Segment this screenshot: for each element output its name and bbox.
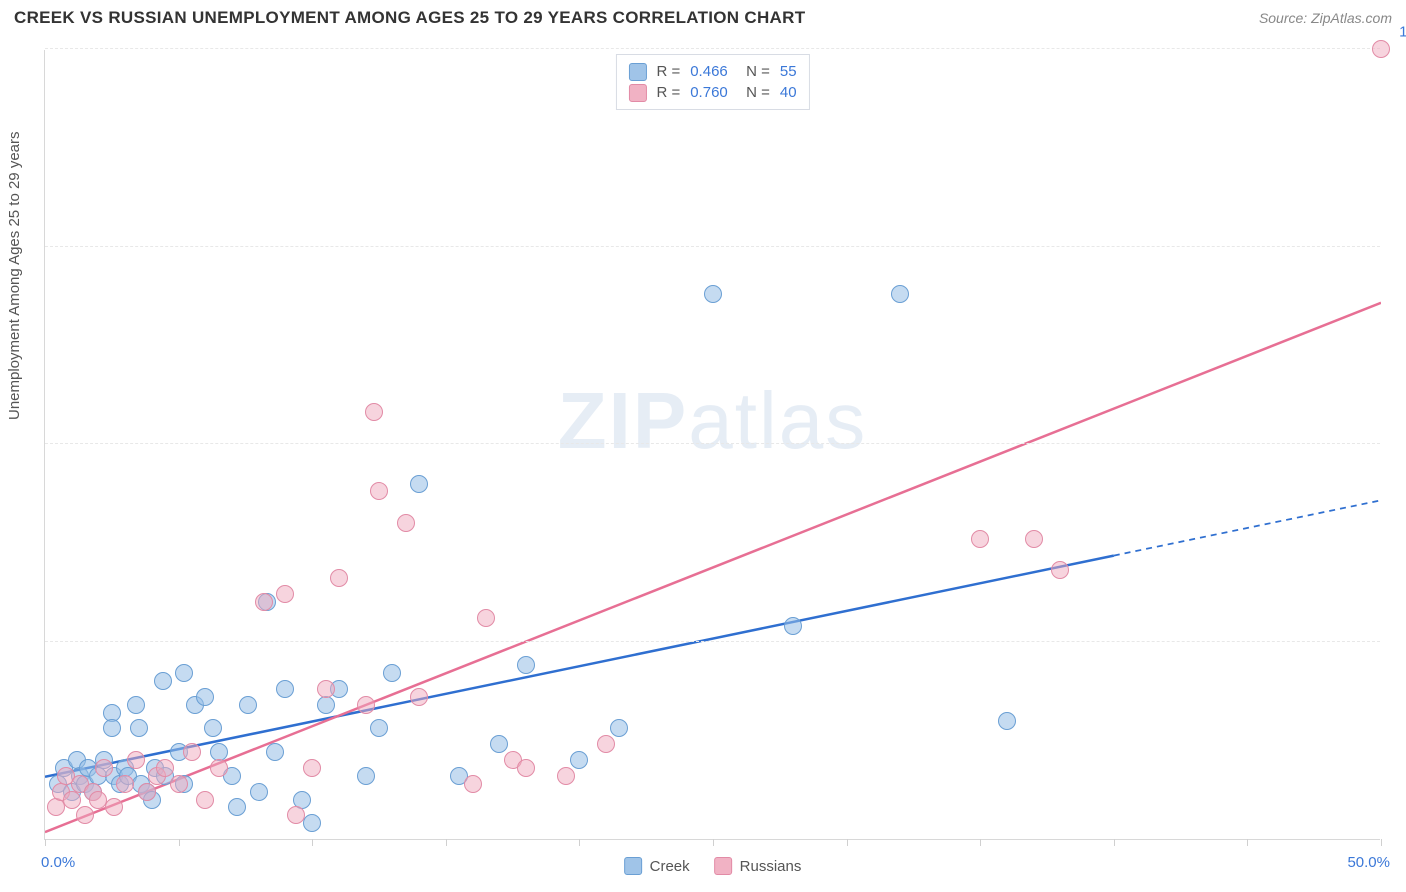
legend-item-russians: Russians (714, 857, 802, 875)
data-point-creek (130, 719, 148, 737)
data-point-russians (464, 775, 482, 793)
swatch-icon (624, 857, 642, 875)
data-point-russians (303, 759, 321, 777)
trend-lines (45, 50, 1381, 840)
data-point-russians (63, 791, 81, 809)
data-point-russians (357, 696, 375, 714)
x-tick (45, 839, 46, 846)
data-point-russians (127, 751, 145, 769)
data-point-russians (156, 759, 174, 777)
data-point-creek (303, 814, 321, 832)
data-point-creek (383, 664, 401, 682)
y-tick-label: 100.0% (1390, 24, 1406, 41)
data-point-russians (557, 767, 575, 785)
chart-title: CREEK VS RUSSIAN UNEMPLOYMENT AMONG AGES… (14, 8, 805, 28)
watermark: ZIPatlas (558, 375, 867, 467)
data-point-creek (891, 285, 909, 303)
data-point-russians (397, 514, 415, 532)
y-tick-label: 25.0% (1390, 616, 1406, 633)
data-point-creek (490, 735, 508, 753)
data-point-creek (127, 696, 145, 714)
data-point-creek (998, 712, 1016, 730)
data-point-russians (276, 585, 294, 603)
gridline (45, 246, 1380, 247)
data-point-russians (287, 806, 305, 824)
y-tick-label: 50.0% (1390, 419, 1406, 436)
scatter-plot-area: ZIPatlas R = 0.466 N = 55 R = 0.760 N = … (44, 50, 1380, 840)
swatch-icon (628, 84, 646, 102)
x-tick (579, 839, 580, 846)
data-point-russians (517, 759, 535, 777)
data-point-russians (170, 775, 188, 793)
data-point-russians (196, 791, 214, 809)
data-point-creek (239, 696, 257, 714)
data-point-russians (76, 806, 94, 824)
data-point-russians (255, 593, 273, 611)
data-point-creek (704, 285, 722, 303)
data-point-creek (196, 688, 214, 706)
data-point-russians (477, 609, 495, 627)
data-point-creek (370, 719, 388, 737)
data-point-russians (330, 569, 348, 587)
x-axis-max-label: 50.0% (1347, 854, 1390, 871)
data-point-russians (597, 735, 615, 753)
gridline (45, 48, 1380, 49)
data-point-creek (154, 672, 172, 690)
data-point-creek (266, 743, 284, 761)
correlation-legend: R = 0.466 N = 55 R = 0.760 N = 40 (615, 54, 809, 110)
data-point-creek (357, 767, 375, 785)
data-point-creek (250, 783, 268, 801)
data-point-russians (1025, 530, 1043, 548)
data-point-russians (370, 482, 388, 500)
data-point-creek (103, 719, 121, 737)
gridline (45, 641, 1380, 642)
x-tick (980, 839, 981, 846)
y-axis-label: Unemployment Among Ages 25 to 29 years (6, 131, 23, 420)
data-point-russians (971, 530, 989, 548)
legend-row-creek: R = 0.466 N = 55 (628, 61, 796, 82)
data-point-creek (175, 664, 193, 682)
data-point-russians (210, 759, 228, 777)
y-tick-label: 75.0% (1390, 221, 1406, 238)
data-point-russians (1051, 561, 1069, 579)
swatch-icon (628, 63, 646, 81)
data-point-russians (183, 743, 201, 761)
x-tick (312, 839, 313, 846)
data-point-russians (116, 775, 134, 793)
data-point-creek (410, 475, 428, 493)
data-point-russians (410, 688, 428, 706)
x-tick (1247, 839, 1248, 846)
data-point-creek (228, 798, 246, 816)
data-point-russians (138, 783, 156, 801)
legend-item-creek: Creek (624, 857, 690, 875)
data-point-creek (204, 719, 222, 737)
data-point-creek (517, 656, 535, 674)
data-point-russians (95, 759, 113, 777)
swatch-icon (714, 857, 732, 875)
legend-row-russians: R = 0.760 N = 40 (628, 82, 796, 103)
series-legend: Creek Russians (624, 857, 802, 875)
x-axis-min-label: 0.0% (41, 854, 75, 871)
x-tick (446, 839, 447, 846)
x-tick (847, 839, 848, 846)
data-point-creek (610, 719, 628, 737)
x-tick (1114, 839, 1115, 846)
x-tick (1381, 839, 1382, 846)
x-tick (179, 839, 180, 846)
data-point-creek (570, 751, 588, 769)
data-point-russians (1372, 40, 1390, 58)
x-tick (713, 839, 714, 846)
gridline (45, 443, 1380, 444)
data-point-creek (276, 680, 294, 698)
data-point-russians (365, 403, 383, 421)
data-point-russians (105, 798, 123, 816)
data-point-russians (317, 680, 335, 698)
data-point-creek (784, 617, 802, 635)
source-attribution: Source: ZipAtlas.com (1259, 10, 1392, 26)
data-point-creek (317, 696, 335, 714)
